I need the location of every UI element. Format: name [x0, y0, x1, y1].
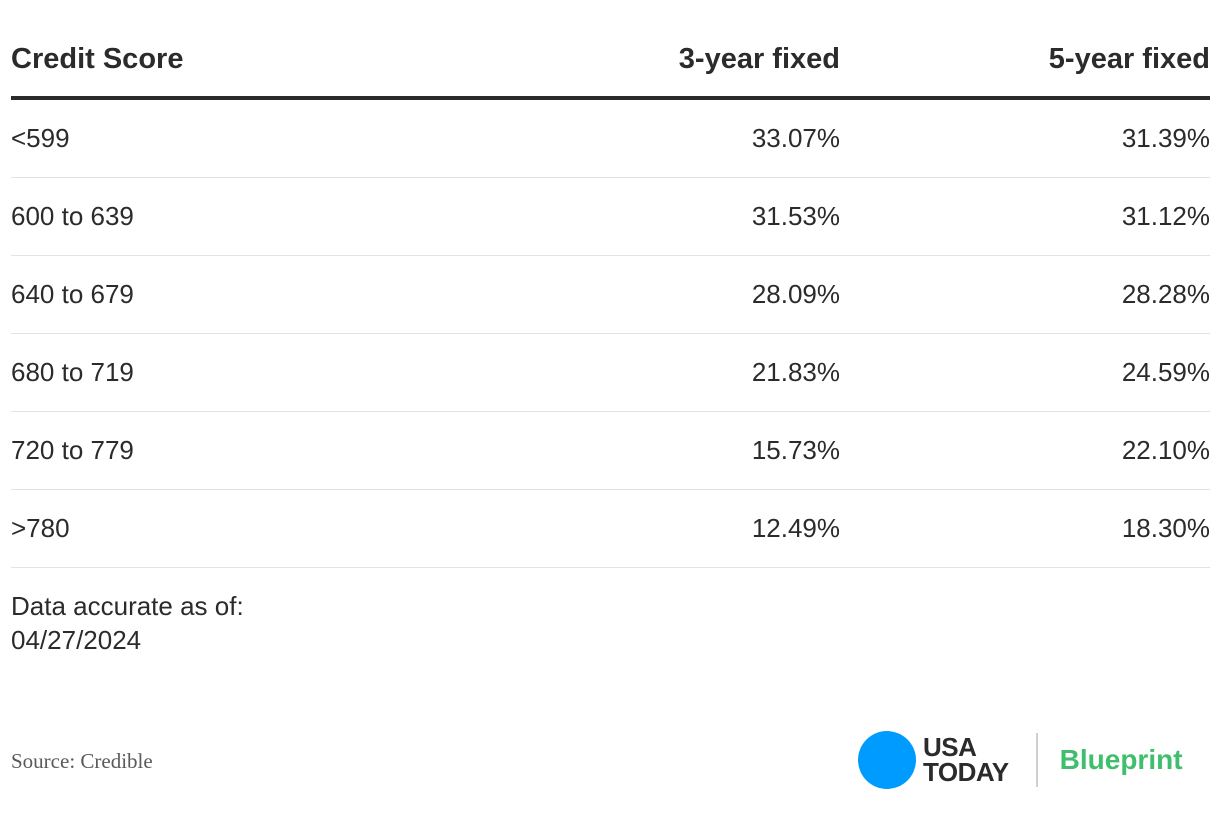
credit-score-cell: 600 to 639 [11, 201, 134, 231]
usa-today-line-1: USA [923, 732, 977, 762]
usa-today-line-2: TODAY [923, 757, 1009, 787]
rate-5-year-cell: 18.30% [1121, 513, 1210, 543]
table-row: <599 33.07% 31.39% [11, 100, 1210, 178]
brand-divider [1035, 733, 1038, 787]
rate-3-year-cell: 31.53% [751, 201, 840, 231]
table-row: 640 to 679 28.09% 28.28% [11, 256, 1210, 334]
brand-logo: USA TODAY Blueprint [858, 730, 1183, 790]
usa-today-dot-icon [858, 731, 916, 789]
credit-score-cell: 680 to 719 [11, 357, 134, 387]
header-credit-score: Credit Score [11, 42, 184, 75]
rate-3-year-cell: 12.49% [751, 513, 840, 543]
credit-score-cell: 640 to 679 [11, 279, 134, 309]
rate-5-year-cell: 31.12% [1121, 201, 1210, 231]
table-row: >780 12.49% 18.30% [11, 490, 1210, 568]
header-3-year-fixed: 3-year fixed [678, 42, 840, 75]
data-accuracy-date: 04/27/2024 [11, 625, 142, 655]
table-row: 600 to 639 31.53% 31.12% [11, 178, 1210, 256]
credit-score-cell: 720 to 779 [11, 435, 134, 465]
table-row: 720 to 779 15.73% 22.10% [11, 412, 1210, 490]
table-header-row: Credit Score 3-year fixed 5-year fixed [11, 22, 1210, 100]
blueprint-wordmark: Blueprint [1059, 744, 1183, 775]
rate-5-year-cell: 31.39% [1121, 123, 1210, 153]
credit-score-cell: >780 [11, 513, 70, 543]
rate-3-year-cell: 33.07% [751, 123, 840, 153]
rate-3-year-cell: 15.73% [751, 435, 840, 465]
source-credit: Source: Credible [11, 749, 153, 773]
rate-5-year-cell: 24.59% [1121, 357, 1210, 387]
header-5-year-fixed: 5-year fixed [1048, 42, 1210, 75]
rate-3-year-cell: 28.09% [751, 279, 840, 309]
rates-table: Credit Score 3-year fixed 5-year fixed <… [11, 22, 1210, 568]
rate-5-year-cell: 22.10% [1121, 435, 1210, 465]
rate-5-year-cell: 28.28% [1121, 279, 1210, 309]
usa-today-wordmark: USA TODAY [923, 732, 1009, 787]
data-accuracy-label: Data accurate as of: [11, 591, 244, 621]
rate-3-year-cell: 21.83% [751, 357, 840, 387]
table-row: 680 to 719 21.83% 24.59% [11, 334, 1210, 412]
data-accuracy-note: Data accurate as of: 04/27/2024 [11, 589, 244, 657]
credit-score-cell: <599 [11, 123, 70, 153]
